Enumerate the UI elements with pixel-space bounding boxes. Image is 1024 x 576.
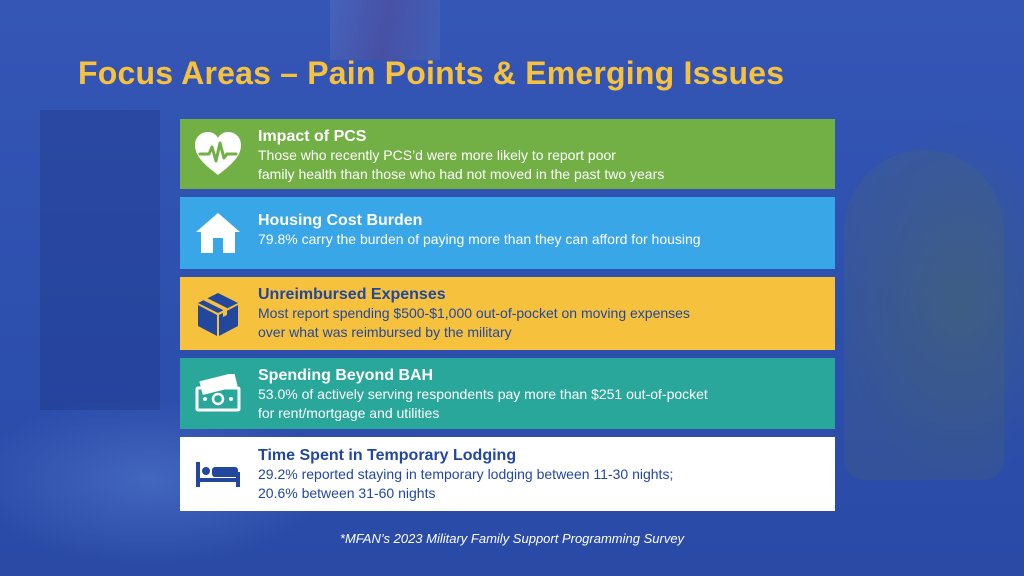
card-heading: Impact of PCS <box>258 128 367 145</box>
heart-pulse-icon <box>192 129 244 179</box>
card-impact-of-pcs: Impact of PCS Those who recently PCS’d w… <box>180 119 835 189</box>
card-heading: Time Spent in Temporary Lodging <box>258 447 517 464</box>
background-door <box>40 110 160 410</box>
card-text: Unreimbursed Expenses Most report spendi… <box>258 285 825 342</box>
card-body: Those who recently PCS’d were more likel… <box>258 147 665 182</box>
card-text: Time Spent in Temporary Lodging 29.2% re… <box>258 446 825 503</box>
card-text: Housing Cost Burden 79.8% carry the burd… <box>258 211 825 249</box>
card-heading: Housing Cost Burden <box>258 212 423 229</box>
card-unreimbursed-expenses: Unreimbursed Expenses Most report spendi… <box>180 277 835 350</box>
card-body: 79.8% carry the burden of paying more th… <box>258 231 701 247</box>
card-heading: Unreimbursed Expenses <box>258 286 446 303</box>
card-spending-beyond-bah: Spending Beyond BAH 53.0% of actively se… <box>180 358 835 429</box>
bed-icon <box>192 449 244 499</box>
card-text: Impact of PCS Those who recently PCS’d w… <box>258 127 825 184</box>
card-body: Most report spending $500-$1,000 out-of-… <box>258 305 690 340</box>
background-person <box>844 150 1004 480</box>
card-body: 29.2% reported staying in temporary lodg… <box>258 466 674 501</box>
money-icon <box>192 369 244 419</box>
card-housing-cost-burden: Housing Cost Burden 79.8% carry the burd… <box>180 197 835 269</box>
box-icon <box>192 289 244 339</box>
slide-title: Focus Areas – Pain Points & Emerging Iss… <box>78 55 785 91</box>
card-text: Spending Beyond BAH 53.0% of actively se… <box>258 366 825 423</box>
background-flag <box>330 0 440 60</box>
house-icon <box>192 208 244 258</box>
source-footnote: *MFAN’s 2023 Military Family Support Pro… <box>339 531 685 546</box>
card-heading: Spending Beyond BAH <box>258 367 434 384</box>
card-temporary-lodging: Time Spent in Temporary Lodging 29.2% re… <box>180 437 835 511</box>
focus-area-list: Impact of PCS Those who recently PCS’d w… <box>180 119 835 511</box>
card-body: 53.0% of actively serving respondents pa… <box>258 386 708 421</box>
